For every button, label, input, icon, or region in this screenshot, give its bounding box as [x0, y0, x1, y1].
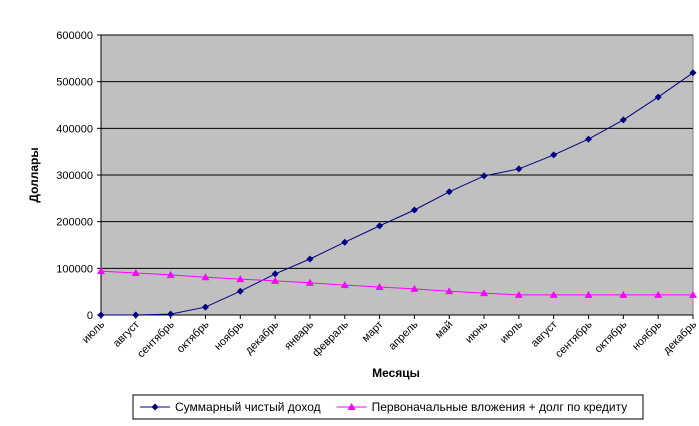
- data-point: [305, 278, 314, 286]
- data-point: [236, 275, 245, 283]
- legend-marker: [347, 403, 356, 410]
- legend-label: Суммарный чистый доход: [175, 400, 321, 414]
- y-tick-label: 200000: [56, 217, 93, 229]
- x-tick-label: июнь: [463, 318, 490, 345]
- data-point: [375, 283, 384, 290]
- data-point: [132, 311, 140, 319]
- y-tick-label: 300000: [56, 170, 93, 182]
- x-tick-label: август: [111, 319, 142, 350]
- x-tick-label: ноябрь: [630, 318, 664, 352]
- data-point: [689, 69, 697, 77]
- data-point: [480, 172, 488, 180]
- data-point: [619, 116, 627, 124]
- y-tick-label: 0: [87, 310, 93, 322]
- x-tick-label: август: [529, 319, 560, 350]
- legend-label: Первоначальные вложения + долг по кредит…: [372, 400, 628, 414]
- x-tick-label: февраль: [310, 318, 351, 359]
- x-tick-label: июль: [498, 318, 525, 345]
- x-tick-label: ноябрь: [212, 318, 246, 352]
- x-tick-label: апрель: [387, 318, 421, 352]
- data-point: [585, 135, 593, 143]
- y-tick-label: 400000: [56, 123, 93, 135]
- data-point: [689, 290, 697, 298]
- data-point: [445, 188, 453, 196]
- data-point: [306, 255, 314, 263]
- data-point: [480, 289, 489, 297]
- data-point: [410, 206, 418, 214]
- x-tick-label: январь: [282, 318, 316, 352]
- x-tick-label: декабрь: [661, 318, 699, 356]
- data-point: [410, 284, 419, 292]
- data-point: [584, 290, 593, 298]
- data-point: [167, 310, 175, 318]
- y-tick-label: 100000: [56, 263, 93, 275]
- data-point: [166, 270, 175, 278]
- series-line: [100, 270, 693, 296]
- data-point: [271, 276, 280, 284]
- data-point: [201, 303, 209, 311]
- data-point: [376, 222, 384, 230]
- y-axis-title: Доллары: [27, 147, 41, 202]
- data-point: [271, 270, 279, 278]
- y-tick-label: 600000: [56, 30, 93, 42]
- data-point: [131, 269, 140, 276]
- x-tick-label: март: [360, 319, 386, 345]
- data-point: [97, 311, 105, 319]
- x-tick-label: сентябрь: [553, 318, 595, 360]
- data-point: [654, 290, 663, 298]
- legend-marker: [151, 403, 159, 411]
- data-point: [201, 273, 210, 281]
- x-tick-label: июль: [80, 318, 107, 345]
- data-point: [550, 151, 558, 159]
- x-axis-title: Месяцы: [372, 366, 420, 380]
- x-tick-label: октябрь: [175, 318, 212, 355]
- data-point: [619, 290, 628, 298]
- data-point: [549, 290, 558, 298]
- series-line: [101, 72, 694, 316]
- data-point: [341, 238, 349, 246]
- x-tick-label: май: [433, 319, 456, 342]
- y-tick-label: 500000: [56, 77, 93, 89]
- data-point: [340, 281, 349, 289]
- data-point: [514, 290, 523, 298]
- data-point: [654, 93, 662, 101]
- x-tick-label: октябрь: [593, 318, 630, 355]
- data-point: [236, 287, 244, 295]
- x-tick-label: декабрь: [243, 318, 281, 356]
- data-point: [97, 267, 105, 275]
- data-point: [515, 165, 523, 173]
- legend-box: [132, 394, 644, 420]
- data-point: [445, 287, 454, 295]
- x-tick-label: сентябрь: [135, 318, 177, 360]
